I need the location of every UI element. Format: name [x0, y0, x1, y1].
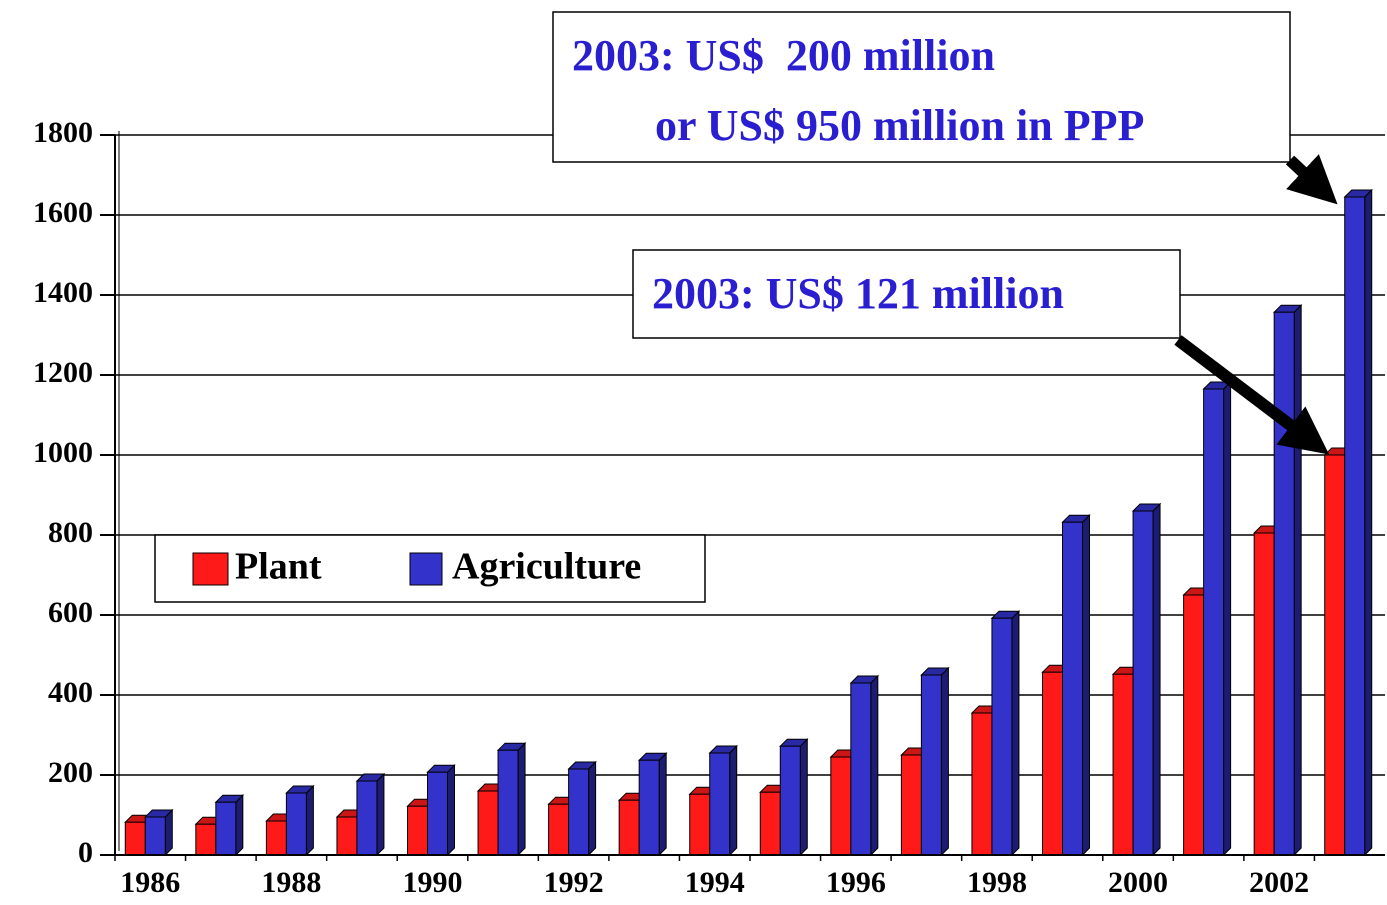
legend-label: Agriculture: [452, 546, 641, 588]
bar: [830, 756, 852, 856]
bar: [265, 820, 287, 856]
y-tick-label: 1800: [33, 116, 93, 149]
bar: [548, 803, 570, 856]
bar: [779, 745, 801, 856]
bar: [1042, 671, 1063, 856]
y-tick-label: 200: [48, 756, 93, 789]
bar-side: [447, 763, 455, 857]
annotation: 2003: US$ 121 million: [652, 269, 1064, 318]
bar: [689, 793, 711, 856]
bar-side: [799, 737, 808, 857]
bar: [144, 816, 166, 856]
bar: [971, 712, 993, 856]
x-tick-label: 1992: [544, 866, 604, 899]
bar-side: [729, 744, 738, 857]
bar: [850, 682, 872, 856]
bar-side: [1293, 303, 1302, 857]
x-tick-label: 1986: [120, 866, 180, 899]
bar-side: [517, 741, 526, 857]
bar-side: [1364, 188, 1373, 857]
bar: [497, 749, 519, 856]
legend-swatch: [192, 552, 229, 586]
bar-side: [870, 674, 879, 857]
bar: [1324, 454, 1346, 856]
plot: 0 200 400 600 800 1000 1200 1400 1600 1800 1986 198…: [33, 116, 1385, 899]
legend-label: Plant: [235, 546, 322, 588]
bar-side: [658, 751, 667, 857]
y-tick-label: 1600: [33, 196, 93, 229]
bar: [336, 816, 358, 856]
bar: [215, 801, 237, 856]
bar: [1132, 510, 1154, 856]
legend: Plant Agriculture: [154, 534, 706, 603]
x-tick-label: 1994: [685, 866, 745, 899]
y-tick-label: 1000: [33, 436, 93, 469]
bar: [1112, 673, 1134, 856]
x-tick-label: 2002: [1249, 866, 1309, 899]
legend-swatch: [409, 552, 443, 586]
bar: [920, 674, 942, 856]
bar: [568, 768, 590, 856]
bar-side: [1152, 502, 1161, 857]
y-tick-label: 400: [48, 676, 93, 709]
annotation-box: [632, 249, 1181, 339]
bar: [638, 759, 660, 856]
bar: [1183, 594, 1205, 856]
bar-side: [164, 808, 173, 857]
bar: [407, 805, 428, 856]
bar: [1273, 311, 1295, 856]
bar-side: [305, 784, 314, 857]
bar-side: [1011, 609, 1020, 857]
bar-side: [1082, 513, 1090, 857]
bar-side: [588, 760, 597, 857]
annotation: or US$ 950 million in PPP: [655, 101, 1144, 150]
bar-side: [235, 793, 244, 857]
y-tick-label: 1200: [33, 356, 93, 389]
y-tick-label: 1400: [33, 276, 93, 309]
x-tick-label: 1998: [967, 866, 1027, 899]
y-tick-label: 0: [78, 836, 93, 869]
y-tick-label: 600: [48, 596, 93, 629]
bar: [285, 792, 307, 856]
bar: [1253, 532, 1275, 856]
bar: [195, 823, 217, 856]
bar: [1203, 388, 1225, 856]
bar: [124, 821, 146, 856]
bar: [1344, 196, 1366, 856]
arrow: [1285, 154, 1338, 205]
bar: [477, 790, 499, 856]
x-tick-label: 1988: [261, 866, 321, 899]
bar: [900, 754, 922, 856]
bar: [427, 771, 448, 856]
bar-side: [940, 666, 949, 857]
arrow: [1174, 335, 1330, 455]
bar: [1062, 521, 1083, 856]
annotation: 2003: US$ 200 million: [572, 31, 995, 80]
y-tick-label: 800: [48, 516, 93, 549]
bar-side: [1223, 380, 1232, 857]
bar: [759, 791, 781, 856]
x-tick-label: 2000: [1108, 866, 1168, 899]
x-tick-label: 1996: [826, 866, 886, 899]
bar: [618, 799, 640, 856]
x-tick-label: 1990: [403, 866, 463, 899]
bar-side: [376, 772, 385, 857]
bar: [709, 752, 731, 856]
bar: [991, 617, 1013, 856]
bar: [356, 780, 378, 856]
annotation-box: [552, 11, 1291, 163]
